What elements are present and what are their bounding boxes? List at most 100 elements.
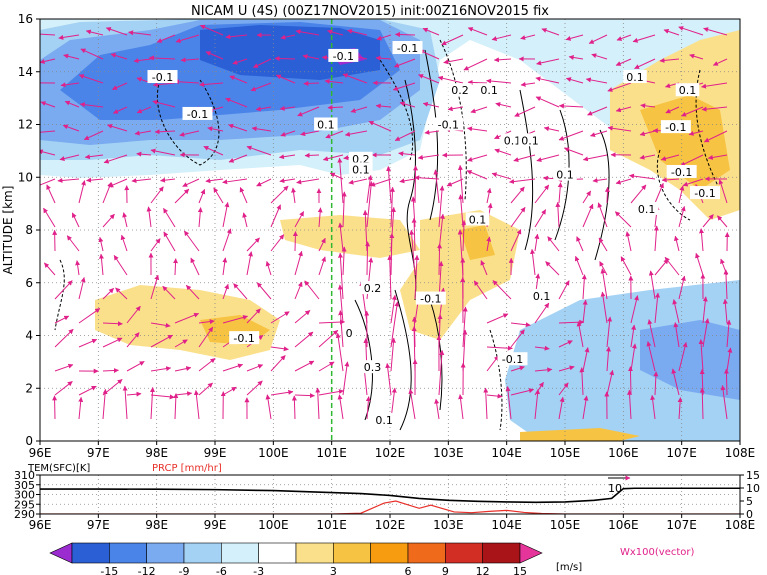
- wind-vector: [270, 204, 281, 228]
- wind-vector: [534, 233, 540, 252]
- contour-label: -0.1: [333, 50, 354, 63]
- y-tick-label: 16: [18, 12, 33, 26]
- wind-vector: [294, 393, 315, 399]
- sub-y-tick-label-left: 290: [14, 508, 35, 521]
- wind-vector: [198, 382, 213, 396]
- wind-vector: [246, 380, 263, 396]
- wind-vector: [600, 291, 608, 324]
- y-tick-label: 12: [18, 118, 33, 132]
- wind-vector: [131, 178, 152, 184]
- wind-vector: [639, 130, 656, 137]
- wind-vector: [366, 181, 374, 228]
- wind-vector: [582, 395, 589, 420]
- wind-vector: [338, 310, 344, 348]
- x-tick-label: 101E: [316, 446, 347, 460]
- x-axis: 96E 97E 98E 99E 100E 101E 102E 103E 104E 105E 106E…: [29, 441, 755, 460]
- wind-vector: [394, 32, 416, 38]
- wind-vector: [246, 308, 261, 324]
- wind-vector: [115, 287, 128, 300]
- wind-vector: [509, 178, 536, 185]
- wind-vector: [390, 294, 397, 324]
- wind-vector: [222, 283, 229, 300]
- wind-vector: [128, 30, 152, 36]
- colorbar-label: 15: [513, 565, 527, 575]
- wind-vector: [390, 301, 400, 348]
- wind-vector: [341, 246, 347, 276]
- wind-vector: [689, 53, 704, 60]
- wind-vector: [574, 255, 584, 276]
- contour-label: 0.1: [638, 203, 656, 216]
- wind-vector: [389, 233, 395, 276]
- wind-vector: [545, 261, 560, 276]
- wind-vector: [246, 145, 272, 156]
- sub-x-tick-label: 105E: [550, 518, 581, 532]
- wind-vector: [107, 123, 128, 132]
- wind-vector: [565, 34, 584, 41]
- y-tick-label: 8: [25, 223, 33, 237]
- wind-vector: [541, 28, 560, 36]
- wind-vector: [126, 361, 145, 372]
- wind-vector: [394, 130, 416, 141]
- x-tick-label: 97E: [87, 446, 110, 460]
- wind-vector: [604, 186, 610, 204]
- wind-vector: [653, 225, 659, 252]
- wind-vector: [375, 55, 392, 61]
- wind-vector: [40, 178, 56, 186]
- wind-vector: [607, 125, 632, 132]
- wind-vector: [587, 106, 608, 116]
- wind-vector: [111, 82, 128, 90]
- colorbar-swatch: [445, 542, 483, 564]
- wind-vector: [205, 178, 224, 184]
- wind-vector: [110, 53, 128, 60]
- wind-vector: [149, 387, 155, 420]
- wind-vector: [702, 296, 708, 324]
- wind-vector: [702, 214, 714, 228]
- colorbar-swatch: [482, 542, 521, 564]
- contour-label: 0.2: [364, 282, 382, 295]
- wind-vector: [183, 230, 200, 252]
- contour-label: 0.1: [469, 213, 487, 226]
- wind-vector: [239, 187, 248, 204]
- contour-label-bg: [328, 48, 359, 62]
- wind-vector: [392, 82, 416, 91]
- wind-vector: [296, 178, 320, 185]
- contour-label-bg: [415, 291, 446, 305]
- contour-neg: [489, 329, 503, 431]
- wind-vector: [102, 388, 108, 420]
- contour-label-bg: [182, 106, 213, 120]
- contour-neg: [54, 259, 65, 331]
- wind-vector: [366, 174, 373, 204]
- wind-vector: [318, 237, 326, 252]
- wind-vector: [510, 322, 531, 328]
- wind-vector: [222, 202, 230, 228]
- wind-vector: [614, 211, 632, 228]
- wind-vector: [150, 238, 161, 252]
- wind-vector: [40, 58, 56, 64]
- wind-vector: [458, 394, 464, 420]
- wind-vector: [718, 179, 728, 204]
- wind-vector: [102, 367, 119, 373]
- wind-vector: [291, 187, 296, 204]
- wind-vector: [665, 106, 680, 114]
- wind-vector: [723, 368, 729, 396]
- contour-label: 0.1: [480, 84, 498, 97]
- sub-x-tick-label: 102E: [375, 518, 406, 532]
- contour-neg: [695, 69, 721, 191]
- wind-vector: [615, 58, 632, 66]
- wind-vector: [585, 77, 608, 84]
- wind-vector: [265, 261, 272, 276]
- wind-vector: [707, 154, 728, 160]
- wind-vector: [291, 395, 297, 420]
- wind-vector: [152, 82, 176, 88]
- wind-vector: [723, 269, 729, 300]
- contour-label: -0.1: [397, 42, 418, 55]
- wind-vector: [581, 274, 587, 300]
- wind-vector: [600, 268, 608, 300]
- wind-vector: [620, 256, 632, 276]
- wind-vector: [536, 154, 560, 163]
- wind-vector: [463, 58, 488, 71]
- wind-vector: [627, 389, 633, 420]
- contour-label: 0.1: [626, 71, 644, 84]
- wind-vector: [558, 130, 584, 141]
